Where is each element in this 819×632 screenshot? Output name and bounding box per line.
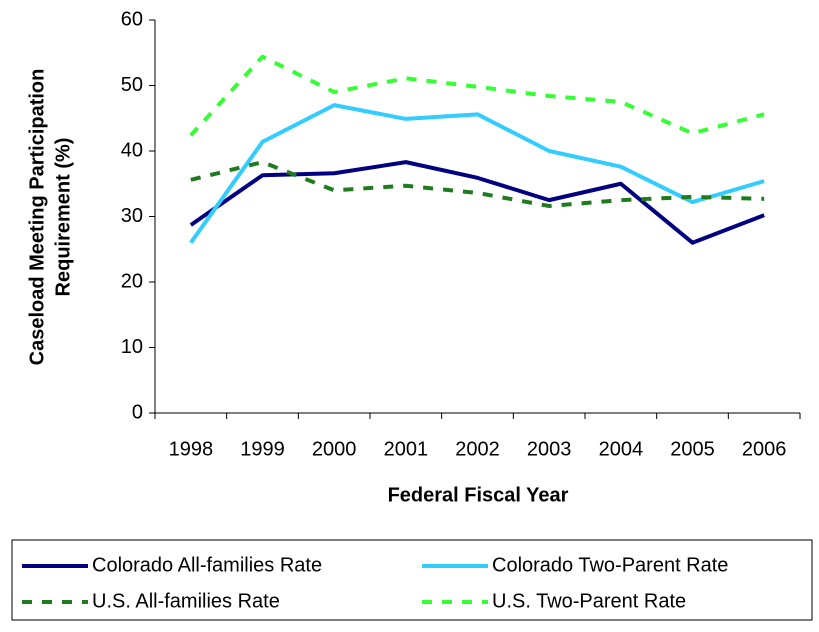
x-tick-label: 2005 xyxy=(670,438,715,460)
y-tick-label: 20 xyxy=(121,270,143,292)
series-line xyxy=(189,103,765,244)
series-line xyxy=(189,54,765,137)
legend-label: Colorado All-families Rate xyxy=(92,554,322,576)
y-axis-label: Caseload Meeting Participation xyxy=(26,69,48,366)
y-tick-label: 0 xyxy=(132,401,143,423)
series-line xyxy=(189,160,765,245)
x-tick-label: 2000 xyxy=(312,438,357,460)
x-tick-label: 2006 xyxy=(742,438,787,460)
y-tick-label: 40 xyxy=(121,139,143,161)
x-tick-label: 1999 xyxy=(240,438,285,460)
x-tick-label: 2003 xyxy=(527,438,572,460)
x-tick-label: 1998 xyxy=(169,438,214,460)
series-line xyxy=(190,160,765,209)
legend-box xyxy=(11,539,813,621)
y-tick-label: 50 xyxy=(121,74,143,96)
y-tick-label: 30 xyxy=(121,205,143,227)
x-axis-label: Federal Fiscal Year xyxy=(388,484,569,506)
x-tick-label: 2002 xyxy=(455,438,500,460)
legend-label: U.S. All-families Rate xyxy=(92,590,280,612)
y-tick-label: 60 xyxy=(121,8,143,30)
y-axis-label: Requirement (%) xyxy=(52,138,74,297)
legend-label: Colorado Two-Parent Rate xyxy=(492,554,728,576)
y-tick-label: 10 xyxy=(121,336,143,358)
legend-label: U.S. Two-Parent Rate xyxy=(492,590,686,612)
x-tick-label: 2001 xyxy=(384,438,429,460)
x-tick-label: 2004 xyxy=(599,438,644,460)
